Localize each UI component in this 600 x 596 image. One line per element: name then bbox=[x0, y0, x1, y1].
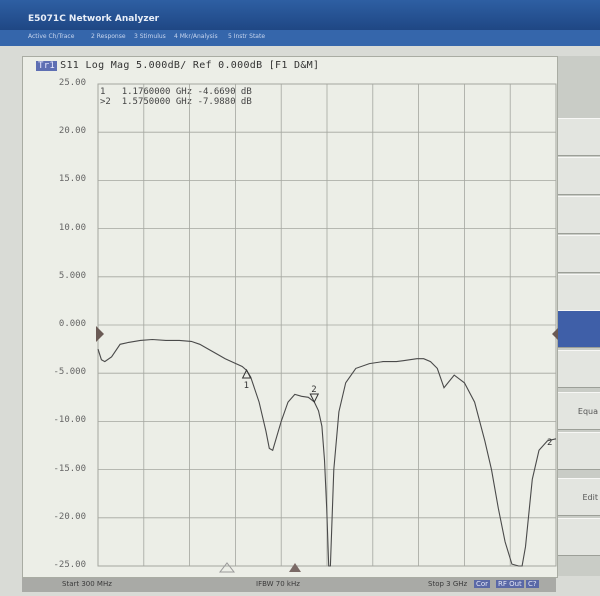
softkey-6-active[interactable] bbox=[558, 310, 600, 348]
menu-item-response[interactable]: 2 Response bbox=[91, 33, 126, 40]
y-tick-label: 5.000 bbox=[58, 270, 86, 281]
y-tick-label: 25.00 bbox=[58, 78, 86, 88]
marker-2-icon bbox=[309, 393, 320, 404]
softkey-2[interactable] bbox=[558, 157, 600, 195]
measurement-screen bbox=[22, 56, 558, 578]
y-tick-label: -25.00 bbox=[53, 560, 86, 570]
marker-1-icon bbox=[241, 368, 252, 379]
softkey-7[interactable] bbox=[558, 350, 600, 388]
softkey-9[interactable] bbox=[558, 432, 600, 470]
softkey-4[interactable] bbox=[558, 235, 600, 273]
marker-readout-1: 1 1.1760000 GHz -4.6690 dB bbox=[100, 87, 252, 97]
marker-2-value: -7.9880 dB bbox=[197, 97, 252, 107]
marker-1-value: -4.6690 dB bbox=[197, 87, 252, 97]
menu-item-instr-state[interactable]: 5 Instr State bbox=[228, 33, 266, 40]
marker-2-tag: 2 bbox=[311, 385, 316, 395]
y-tick-label: 15.00 bbox=[58, 174, 86, 185]
softkey-10[interactable]: Edit bbox=[558, 478, 600, 516]
trace-header-text: S11 Log Mag 5.000dB/ Ref 0.000dB [F1 D&M… bbox=[60, 60, 320, 71]
trace-badge[interactable]: Tr1 bbox=[36, 61, 58, 71]
status-stop[interactable]: Stop 3 GHz bbox=[428, 580, 468, 588]
menu-item-stimulus[interactable]: 3 Stimulus bbox=[134, 33, 166, 40]
y-tick-label: 20.00 bbox=[58, 126, 86, 137]
marker-1-tag: 1 bbox=[244, 381, 249, 391]
s11-trace-line bbox=[97, 338, 557, 567]
window-titlebar: E5071C Network Analyzer bbox=[0, 0, 600, 30]
plot-grid bbox=[97, 83, 557, 567]
status-tag-c: C? bbox=[526, 580, 539, 588]
menu-item-active-trace[interactable]: Active Ch/Trace bbox=[28, 33, 75, 40]
status-tag-cor: Cor bbox=[474, 580, 491, 588]
softkey-8[interactable]: Equa bbox=[558, 392, 600, 430]
marker-2-freq: 1.5750000 GHz bbox=[121, 97, 193, 107]
marker-readout-2: >2 1.5750000 GHz -7.9880 dB bbox=[100, 97, 252, 107]
y-tick-label: -5.000 bbox=[53, 367, 86, 378]
reference-marker-left-icon bbox=[96, 326, 104, 342]
marker-glyphs: 1 2 2 bbox=[241, 368, 552, 448]
trace-header[interactable]: Tr1 S11 Log Mag 5.000dB/ Ref 0.000dB [F1 … bbox=[36, 60, 319, 71]
status-tag-rfout: RF Out bbox=[496, 580, 524, 588]
softkey-11[interactable] bbox=[558, 518, 600, 556]
window-title: E5071C Network Analyzer bbox=[28, 14, 160, 24]
menu-item-marker-analysis[interactable]: 4 Mkr/Analysis bbox=[174, 33, 218, 40]
softkey-5[interactable] bbox=[558, 274, 600, 312]
status-bar: Start 300 MHz IFBW 70 kHz Stop 3 GHz Cor… bbox=[22, 578, 556, 592]
softkey-1[interactable] bbox=[558, 118, 600, 156]
status-ifbw[interactable]: IFBW 70 kHz bbox=[256, 580, 300, 588]
stimulus-marker-icon bbox=[289, 563, 301, 572]
marker-2-label: >2 bbox=[100, 97, 111, 107]
menu-bar: Active Ch/Trace 2 Response 3 Stimulus 4 … bbox=[0, 30, 600, 46]
y-tick-label: -10.00 bbox=[53, 415, 86, 426]
marker-1-label: 1 bbox=[100, 87, 106, 97]
y-tick-label: 0.000 bbox=[58, 319, 86, 329]
y-tick-label: -20.00 bbox=[53, 511, 86, 522]
marker-1-freq: 1.1760000 GHz bbox=[121, 87, 193, 97]
status-start[interactable]: Start 300 MHz bbox=[62, 580, 112, 588]
stimulus-marker-outline-icon bbox=[218, 562, 236, 573]
y-tick-label: -15.00 bbox=[53, 463, 86, 474]
softkey-3[interactable] bbox=[558, 196, 600, 234]
y-tick-label: 10.00 bbox=[58, 222, 86, 233]
marker-2-edge-tag: 2 bbox=[547, 438, 552, 448]
